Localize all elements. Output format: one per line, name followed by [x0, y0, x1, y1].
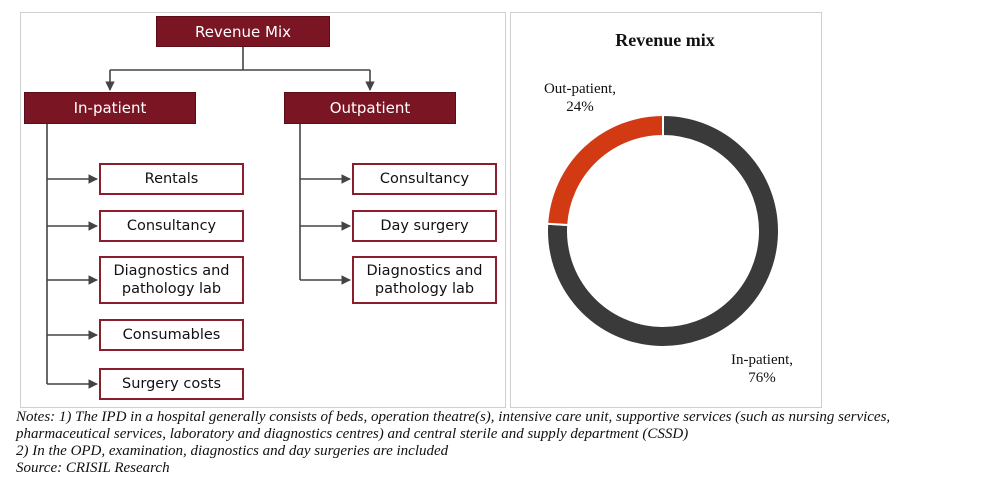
- outpatient-diagnostics: Diagnostics and pathology lab: [352, 256, 497, 304]
- slice-inpatient: [546, 113, 780, 348]
- outpatient-slice-name: Out-patient,: [543, 81, 617, 97]
- notes-line-4: Source: CRISIL Research: [16, 460, 170, 476]
- inpatient-node: In-patient: [24, 92, 196, 124]
- notes-line-2: pharmaceutical services, laboratory and …: [16, 426, 689, 442]
- outpatient-day-surgery: Day surgery: [352, 210, 497, 242]
- inpatient-surgery-costs: Surgery costs: [99, 368, 244, 400]
- inpatient-slice-value: 76%: [748, 370, 776, 386]
- revenue-mix-node: Revenue Mix: [156, 16, 330, 47]
- inpatient-consultancy: Consultancy: [99, 210, 244, 242]
- notes-line-1: Notes: 1) The IPD in a hospital generall…: [16, 409, 891, 425]
- inpatient-rentals: Rentals: [99, 163, 244, 195]
- inpatient-diagnostics: Diagnostics and pathology lab: [99, 256, 244, 304]
- outpatient-node: Outpatient: [284, 92, 456, 124]
- inpatient-slice-name: In-patient,: [730, 352, 794, 368]
- inpatient-consumables: Consumables: [99, 319, 244, 351]
- notes: Notes: 1) The IPD in a hospital generall…: [16, 409, 986, 477]
- outpatient-slice-value: 24%: [566, 99, 594, 115]
- chart-title: Revenue mix: [615, 30, 715, 50]
- inpatient-slice-label: In-patient, 76%: [718, 351, 806, 387]
- slice-outpatient: [546, 113, 664, 227]
- outpatient-slice-label: Out-patient, 24%: [536, 80, 624, 116]
- outpatient-consultancy: Consultancy: [352, 163, 497, 195]
- notes-line-3: 2) In the OPD, examination, diagnostics …: [16, 443, 449, 459]
